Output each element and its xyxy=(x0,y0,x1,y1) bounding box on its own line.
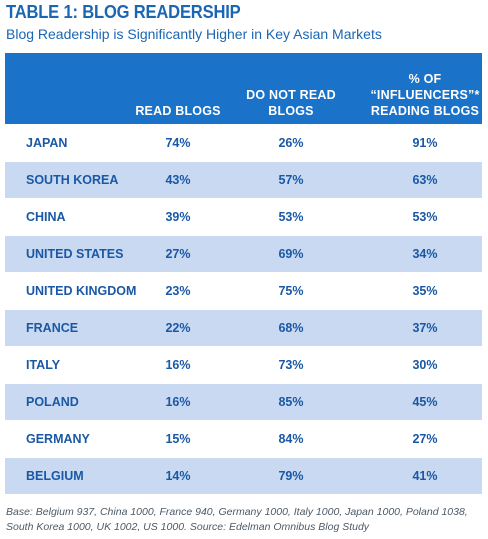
influencers-cell: 53% xyxy=(412,210,438,224)
do-not-read-blogs-cell: 69% xyxy=(278,247,304,261)
influencers-cell: 63% xyxy=(412,173,438,187)
table-row: POLAND 16% 85% 45% xyxy=(5,384,482,421)
read-blogs-cell: 43% xyxy=(165,173,191,187)
read-blogs-cell: 27% xyxy=(165,247,191,261)
table-row: ITALY 16% 73% 30% xyxy=(5,347,482,384)
country-cell: BELGIUM xyxy=(26,469,84,483)
influencers-cell: 34% xyxy=(412,247,438,261)
column-header-influencers-line1: % OF xyxy=(408,72,442,86)
column-header-influencers-line2: “INFLUENCERS”* xyxy=(370,88,480,102)
read-blogs-cell: 15% xyxy=(165,432,191,446)
country-cell: GERMANY xyxy=(26,432,90,446)
country-cell: CHINA xyxy=(26,210,66,224)
country-cell: UNITED STATES xyxy=(26,247,124,261)
table-row: JAPAN 74% 26% 91% xyxy=(5,125,482,162)
influencers-cell: 41% xyxy=(412,469,438,483)
do-not-read-blogs-cell: 57% xyxy=(278,173,304,187)
influencers-cell: 35% xyxy=(412,284,438,298)
do-not-read-blogs-cell: 79% xyxy=(278,469,304,483)
country-cell: JAPAN xyxy=(26,136,68,150)
table-row: UNITED STATES 27% 69% 34% xyxy=(5,236,482,273)
do-not-read-blogs-cell: 73% xyxy=(278,358,304,372)
influencers-cell: 91% xyxy=(412,136,438,150)
read-blogs-cell: 23% xyxy=(165,284,191,298)
read-blogs-cell: 22% xyxy=(165,321,191,335)
table-subtitle: Blog Readership is Significantly Higher … xyxy=(6,26,382,42)
influencers-cell: 30% xyxy=(412,358,438,372)
country-cell: SOUTH KOREA xyxy=(26,173,119,187)
blog-readership-table: READ BLOGS DO NOT READ BLOGS % OF “INFLU… xyxy=(5,53,482,495)
do-not-read-blogs-cell: 53% xyxy=(278,210,304,224)
table-row: FRANCE 22% 68% 37% xyxy=(5,310,482,347)
column-header-influencers: % OF “INFLUENCERS”* READING BLOGS xyxy=(369,71,481,119)
influencers-cell: 45% xyxy=(412,395,438,409)
read-blogs-cell: 74% xyxy=(165,136,191,150)
country-cell: FRANCE xyxy=(26,321,79,335)
influencers-cell: 37% xyxy=(412,321,438,335)
do-not-read-blogs-cell: 85% xyxy=(278,395,304,409)
read-blogs-cell: 16% xyxy=(165,358,191,372)
table-row: BELGIUM 14% 79% 41% xyxy=(5,458,482,495)
table-header: READ BLOGS DO NOT READ BLOGS % OF “INFLU… xyxy=(5,53,482,125)
table-row: CHINA 39% 53% 53% xyxy=(5,199,482,236)
column-header-influencers-line3: READING BLOGS xyxy=(370,104,480,118)
country-cell: ITALY xyxy=(26,358,61,372)
table-row: GERMANY 15% 84% 27% xyxy=(5,421,482,458)
do-not-read-blogs-cell: 68% xyxy=(278,321,304,335)
table-row: UNITED KINGDOM 23% 75% 35% xyxy=(5,273,482,310)
do-not-read-blogs-cell: 26% xyxy=(278,136,304,150)
do-not-read-blogs-cell: 75% xyxy=(278,284,304,298)
do-not-read-blogs-cell: 84% xyxy=(278,432,304,446)
read-blogs-cell: 14% xyxy=(165,469,191,483)
table-title: TABLE 1: BLOG READERSHIP xyxy=(6,2,241,22)
table-row: SOUTH KOREA 43% 57% 63% xyxy=(5,162,482,199)
read-blogs-cell: 39% xyxy=(165,210,191,224)
column-header-do-not-read-blogs: DO NOT READ BLOGS xyxy=(246,88,336,118)
column-header-read-blogs: READ BLOGS xyxy=(135,104,221,118)
influencers-cell: 27% xyxy=(412,432,438,446)
source-footnote: Base: Belgium 937, China 1000, France 94… xyxy=(6,506,468,533)
country-cell: UNITED KINGDOM xyxy=(26,284,137,298)
country-cell: POLAND xyxy=(26,395,79,409)
read-blogs-cell: 16% xyxy=(165,395,191,409)
